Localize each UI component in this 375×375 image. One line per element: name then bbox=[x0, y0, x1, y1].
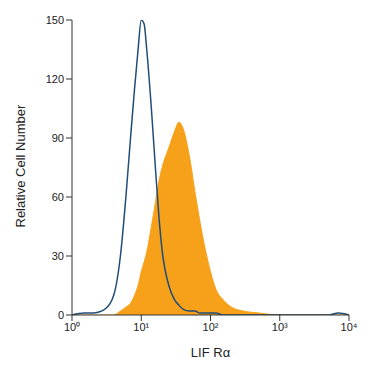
svg-text:10³: 10³ bbox=[272, 321, 288, 333]
svg-text:60: 60 bbox=[52, 191, 64, 203]
svg-text:30: 30 bbox=[52, 250, 64, 262]
svg-text:10⁴: 10⁴ bbox=[341, 321, 358, 333]
svg-text:120: 120 bbox=[46, 73, 64, 85]
svg-text:150: 150 bbox=[46, 14, 64, 26]
svg-text:10⁰: 10⁰ bbox=[64, 321, 80, 333]
svg-text:Relative Cell Number: Relative Cell Number bbox=[13, 104, 28, 227]
svg-text:LIF Rα: LIF Rα bbox=[191, 345, 231, 360]
svg-text:0: 0 bbox=[58, 309, 64, 321]
svg-text:10¹: 10¹ bbox=[133, 321, 149, 333]
svg-text:10²: 10² bbox=[203, 321, 219, 333]
svg-text:90: 90 bbox=[52, 132, 64, 144]
